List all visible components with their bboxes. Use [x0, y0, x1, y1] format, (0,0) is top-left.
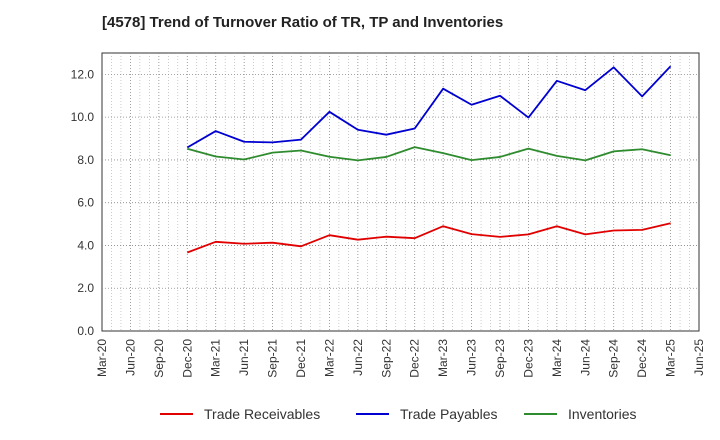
y-tick-label: 0.0: [77, 324, 94, 338]
series-lines: [186, 65, 672, 254]
x-tick-label: Jun-22: [351, 339, 365, 376]
legend-label: Trade Receivables: [204, 406, 320, 422]
y-tick-label: 8.0: [77, 153, 94, 167]
x-tick-label: Mar-24: [550, 339, 564, 377]
y-tick-label: 12.0: [71, 67, 95, 81]
x-tick-label: Jun-23: [465, 339, 479, 376]
y-tick-label: 2.0: [77, 281, 94, 295]
x-tick-label: Jun-20: [123, 339, 137, 376]
x-tick-label: Mar-23: [436, 339, 450, 377]
x-tick-label: Jun-24: [578, 339, 592, 376]
chart-title: [4578] Trend of Turnover Ratio of TR, TP…: [102, 14, 504, 31]
y-axis-tick-labels: 0.0 2.0 4.0 6.0 8.0 10.0 12.0: [71, 67, 95, 338]
x-tick-label: Dec-22: [408, 339, 422, 378]
legend-label: Trade Payables: [400, 406, 498, 422]
plot-area: [101, 52, 700, 332]
x-tick-label: Jun-25: [692, 339, 706, 376]
y-tick-label: 6.0: [77, 196, 94, 210]
legend: Trade Receivables Trade Payables Inventori…: [160, 406, 636, 422]
x-tick-label: Mar-22: [322, 339, 336, 377]
x-tick-label: Sep-20: [152, 339, 166, 378]
x-tick-label: Dec-20: [180, 339, 194, 378]
x-tick-label: Mar-21: [209, 339, 223, 377]
x-tick-label: Dec-23: [521, 339, 535, 378]
x-tick-label: Jun-21: [237, 339, 251, 376]
x-tick-label: Sep-22: [379, 339, 393, 378]
x-tick-label: Sep-23: [493, 339, 507, 378]
x-axis-tick-labels: Mar-20 Jun-20 Sep-20 Dec-20 Mar-21 Jun-21 Sep-…: [95, 339, 706, 378]
legend-label: Inventories: [568, 406, 636, 422]
x-tick-label: Dec-21: [294, 339, 308, 378]
x-tick-label: Sep-21: [266, 339, 280, 378]
x-tick-label: Sep-24: [607, 339, 621, 378]
x-tick-label: Mar-25: [664, 339, 678, 377]
y-tick-label: 4.0: [77, 238, 94, 252]
x-tick-label: Dec-24: [635, 339, 649, 378]
series-line: [186, 222, 671, 254]
series-line: [186, 65, 672, 149]
gridlines: [102, 53, 699, 331]
series-line: [187, 146, 671, 162]
y-tick-label: 10.0: [71, 110, 95, 124]
x-tick-label: Mar-20: [95, 339, 109, 377]
